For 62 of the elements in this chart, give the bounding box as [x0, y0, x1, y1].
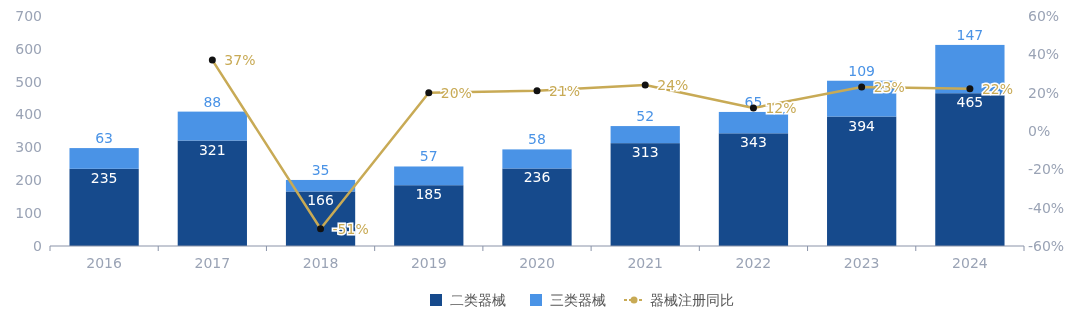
data-label: 343: [740, 134, 767, 151]
bar: [502, 149, 572, 169]
data-label: 185: [415, 186, 443, 203]
data-label: 52: [636, 108, 655, 125]
bar: [718, 133, 789, 246]
y-tick-label: 300: [15, 139, 42, 156]
bar: [394, 185, 464, 246]
y2-tick-label: 60%: [1028, 7, 1060, 24]
data-label: 23%: [873, 78, 905, 95]
data-label: 313: [631, 144, 659, 161]
x-tick-label: 2018: [302, 255, 339, 271]
bar: [69, 168, 139, 246]
data-label: 465: [956, 94, 984, 111]
y2-tick-label: -60%: [1028, 237, 1065, 254]
y-tick-label: 600: [15, 40, 42, 57]
data-label: 12%: [765, 99, 797, 116]
bar: [69, 148, 139, 169]
y-tick-label: 200: [15, 172, 42, 189]
y2-tick-label: 40%: [1028, 46, 1060, 63]
data-label: 37%: [224, 51, 256, 68]
bar: [827, 116, 897, 246]
y-tick-label: 500: [15, 73, 42, 90]
data-label: 235: [90, 169, 118, 186]
x-tick-label: 2021: [627, 255, 664, 271]
data-label: 236: [523, 169, 551, 186]
x-tick-label: 2024: [952, 255, 988, 271]
x-tick-label: 2017: [194, 255, 231, 271]
y-tick-label: 400: [15, 106, 42, 123]
legend-label: 三类器械: [550, 291, 606, 308]
data-label: 35: [311, 161, 330, 178]
x-tick-label: 2019: [410, 255, 447, 271]
bar: [610, 126, 680, 144]
y2-tick-label: 20%: [1028, 84, 1060, 101]
data-label: 147: [956, 26, 984, 43]
bar: [394, 166, 464, 186]
x-tick-label: 2023: [843, 255, 880, 271]
data-label: 63: [95, 130, 114, 147]
y-tick-label: 700: [15, 7, 42, 24]
bar: [610, 143, 680, 246]
bar: [935, 93, 1005, 246]
legend-label: 器械注册同比: [650, 291, 734, 308]
y2-tick-label: 0%: [1028, 122, 1051, 139]
data-label: 57: [419, 148, 438, 165]
y2-tick-label: -40%: [1028, 199, 1065, 216]
data-label: 58: [528, 131, 546, 148]
x-tick-label: 2020: [519, 255, 555, 271]
data-label: 321: [198, 141, 226, 158]
bar: [177, 111, 247, 141]
data-label: 109: [848, 62, 876, 79]
y-tick-label: 100: [15, 205, 42, 222]
legend-label: 二类器械: [450, 291, 506, 308]
bar: [718, 111, 789, 134]
y2-tick-label: -20%: [1028, 161, 1065, 178]
bar: [502, 168, 572, 246]
data-label: 24%: [657, 76, 689, 93]
x-tick-label: 2022: [735, 255, 772, 271]
data-label: 88: [203, 93, 222, 110]
x-tick-label: 2016: [86, 255, 123, 271]
bar: [177, 140, 247, 246]
data-label: 166: [307, 192, 334, 209]
y-tick-label: 0: [33, 237, 42, 254]
data-label: 394: [848, 117, 876, 134]
